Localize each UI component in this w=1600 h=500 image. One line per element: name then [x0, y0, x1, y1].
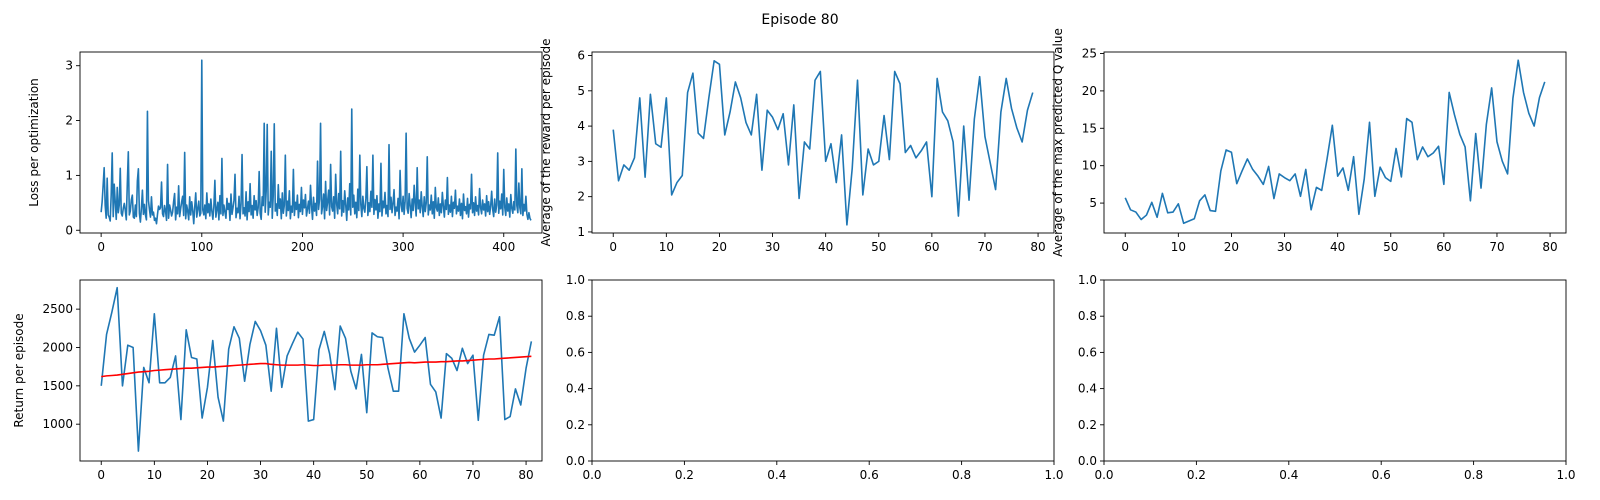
return-plot-series-line-1 [101, 355, 532, 378]
empty-plot-2-y-tick-label: 0.6 [1078, 345, 1097, 359]
return-plot-y-axis-label: Return per episode [12, 313, 26, 427]
empty-plot-1-y-tick-label: 0.4 [566, 382, 585, 396]
reward-plot-axes-frame [591, 51, 1055, 234]
empty-plot-1-y-tick-label: 0.8 [566, 309, 585, 323]
empty-plot-1-y-tick-label: 0.0 [566, 454, 585, 468]
empty-plot-2-x-tick-label: 0.0 [1094, 468, 1113, 482]
empty-plot-1-x-tick-label: 0.4 [767, 468, 786, 482]
reward-plot-x-tick-label: 10 [659, 240, 674, 254]
empty-plot-2-y-tick-label: 1.0 [1078, 273, 1097, 287]
return-plot: 0 10 20 30 40 50 60 70 80 1000 1500 2000 2500 Return … [12, 279, 543, 482]
empty-plot-1-y-tick-label: 0.2 [566, 418, 585, 432]
loss-plot-y-axis-label: Loss per optimization [27, 78, 41, 207]
empty-plot-2-axes-frame [1103, 279, 1567, 462]
empty-plot-1: 0.0 0.2 0.4 0.6 0.8 1.0 0.0 0.2 0.4 0.6 0.8 1.0 [566, 273, 1064, 482]
reward-plot-y-tick-label: 5 [577, 84, 585, 98]
loss-plot-x-tick-label: 100 [190, 240, 213, 254]
empty-plot-2-x-tick-label: 0.4 [1279, 468, 1298, 482]
return-plot-x-tick-label: 40 [306, 468, 321, 482]
reward-plot-y-axis-label: Average of the reward per episode [539, 38, 553, 246]
q-value-plot-y-tick-label: 10 [1082, 159, 1097, 173]
empty-plot-1-x-tick-label: 0.2 [675, 468, 694, 482]
reward-plot-y-tick-label: 1 [577, 225, 585, 239]
loss-plot-y-tick-label: 1 [65, 168, 73, 182]
reward-plot-x-tick-label: 0 [609, 240, 617, 254]
loss-plot-series-line-0 [100, 59, 532, 225]
q-value-plot-y-tick-label: 15 [1082, 121, 1097, 135]
q-value-plot-x-tick-label: 80 [1542, 240, 1557, 254]
q-value-plot-x-tick-label: 20 [1224, 240, 1239, 254]
q-value-plot-x-tick-label: 70 [1489, 240, 1504, 254]
empty-plot-2-x-tick-label: 1.0 [1556, 468, 1575, 482]
return-plot-y-tick-label: 2000 [42, 340, 73, 354]
empty-plot-2-x-tick-label: 0.8 [1464, 468, 1483, 482]
q-value-plot-x-tick-label: 0 [1121, 240, 1129, 254]
reward-plot-x-tick-label: 80 [1030, 240, 1045, 254]
loss-plot-x-tick-label: 300 [392, 240, 415, 254]
q-value-plot: 0 10 20 30 40 50 60 70 80 5 10 15 20 25 Average of the… [1051, 28, 1567, 257]
empty-plot-2: 0.0 0.2 0.4 0.6 0.8 1.0 0.0 0.2 0.4 0.6 0.8 1.0 [1078, 273, 1576, 482]
return-plot-y-tick-label: 2500 [42, 302, 73, 316]
return-plot-axes-frame [79, 279, 543, 462]
empty-plot-1-x-tick-label: 0.8 [952, 468, 971, 482]
return-plot-x-tick-label: 0 [97, 468, 105, 482]
reward-plot-x-tick-label: 30 [765, 240, 780, 254]
empty-plot-2-y-tick-label: 0.4 [1078, 382, 1097, 396]
return-plot-x-tick-label: 10 [147, 468, 162, 482]
empty-plot-2-y-tick-label: 0.2 [1078, 418, 1097, 432]
empty-plot-1-x-tick-label: 0.6 [860, 468, 879, 482]
q-value-plot-x-tick-label: 50 [1383, 240, 1398, 254]
reward-plot-y-tick-label: 6 [577, 49, 585, 63]
reward-plot: 0 10 20 30 40 50 60 70 80 1 2 3 4 5 6 Average of the re… [539, 38, 1055, 254]
return-plot-series-line-0 [100, 286, 533, 452]
return-plot-x-tick-label: 80 [518, 468, 533, 482]
return-plot-y-tick-label: 1500 [42, 379, 73, 393]
return-plot-x-tick-label: 30 [253, 468, 268, 482]
q-value-plot-x-tick-label: 40 [1330, 240, 1345, 254]
reward-plot-y-tick-label: 3 [577, 154, 585, 168]
loss-plot-y-tick-label: 2 [65, 114, 73, 128]
empty-plot-2-y-tick-label: 0.0 [1078, 454, 1097, 468]
q-value-plot-x-tick-label: 10 [1171, 240, 1186, 254]
return-plot-x-tick-label: 70 [465, 468, 480, 482]
reward-plot-x-tick-label: 70 [977, 240, 992, 254]
reward-plot-x-tick-label: 40 [818, 240, 833, 254]
loss-plot-y-tick-label: 3 [65, 59, 73, 73]
empty-plot-2-x-tick-label: 0.6 [1372, 468, 1391, 482]
q-value-plot-y-axis-label: Average of the max predicted Q value [1051, 28, 1065, 257]
reward-plot-x-tick-label: 20 [712, 240, 727, 254]
q-value-plot-y-tick-label: 5 [1089, 196, 1097, 210]
empty-plot-1-y-tick-label: 0.6 [566, 345, 585, 359]
empty-plot-2-x-tick-label: 0.2 [1187, 468, 1206, 482]
return-plot-x-tick-label: 50 [359, 468, 374, 482]
reward-plot-x-tick-label: 60 [924, 240, 939, 254]
loss-plot-axes-frame [79, 51, 543, 234]
q-value-plot-y-tick-label: 25 [1082, 46, 1097, 60]
empty-plot-1-x-tick-label: 1.0 [1044, 468, 1063, 482]
reward-plot-series-line-0 [612, 60, 1034, 226]
loss-plot-x-tick-label: 400 [492, 240, 515, 254]
empty-plot-1-x-tick-label: 0.0 [582, 468, 601, 482]
q-value-plot-x-tick-label: 60 [1436, 240, 1451, 254]
loss-plot-y-tick-label: 0 [65, 223, 73, 237]
reward-plot-y-tick-label: 4 [577, 119, 585, 133]
loss-plot: 0 100 200 300 400 0 1 2 3 Loss per optimization [27, 51, 543, 254]
q-value-plot-series-line-0 [1124, 59, 1546, 225]
loss-plot-x-tick-label: 0 [97, 240, 105, 254]
reward-plot-x-tick-label: 50 [871, 240, 886, 254]
loss-plot-x-tick-label: 200 [291, 240, 314, 254]
q-value-plot-y-tick-label: 20 [1082, 84, 1097, 98]
reward-plot-y-tick-label: 2 [577, 190, 585, 204]
q-value-plot-axes-frame [1103, 51, 1567, 234]
return-plot-x-tick-label: 60 [412, 468, 427, 482]
empty-plot-2-y-tick-label: 0.8 [1078, 309, 1097, 323]
empty-plot-1-axes-frame [591, 279, 1055, 462]
q-value-plot-x-tick-label: 30 [1277, 240, 1292, 254]
figure-suptitle: Episode 80 [761, 12, 838, 28]
return-plot-y-tick-label: 1000 [42, 417, 73, 431]
empty-plot-1-y-tick-label: 1.0 [566, 273, 585, 287]
return-plot-x-tick-label: 20 [200, 468, 215, 482]
